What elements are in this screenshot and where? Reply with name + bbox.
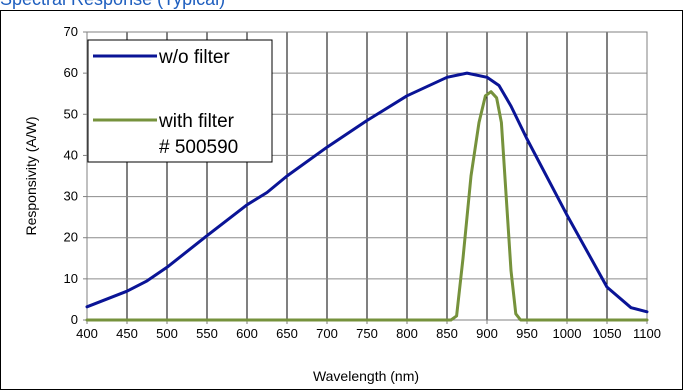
y-axis-ticks: 0 10 20 30 40 50 60 70	[64, 24, 87, 327]
x-tick-label: 550	[196, 326, 218, 341]
x-axis-ticks: 400 450 500 550 600 650 700 750 800 850 900 950 1000…	[76, 320, 661, 341]
y-tick-label: 50	[64, 106, 78, 121]
x-tick-label: 750	[356, 326, 378, 341]
series-line-with-filter	[85, 90, 649, 322]
series-line-wo-filter	[85, 71, 649, 314]
y-tick-label: 0	[71, 312, 78, 327]
x-tick-label: 900	[476, 326, 498, 341]
x-tick-label: 850	[436, 326, 458, 341]
y-tick-label: 40	[64, 147, 78, 162]
x-tick-label: 1000	[553, 326, 582, 341]
y-tick-label: 60	[64, 65, 78, 80]
x-tick-label: 450	[116, 326, 138, 341]
x-tick-label: 600	[236, 326, 258, 341]
x-tick-label: 500	[156, 326, 178, 341]
y-tick-label: 20	[64, 230, 78, 245]
x-tick-label: 800	[396, 326, 418, 341]
x-axis-label: Wavelength (nm)	[313, 368, 419, 384]
y-tick-label: 30	[64, 189, 78, 204]
x-tick-label: 400	[76, 326, 98, 341]
legend-label-filter-number: # 500590	[159, 137, 238, 158]
legend-label-with-filter: with filter	[158, 111, 235, 132]
x-tick-label: 1050	[593, 326, 622, 341]
y-tick-label: 10	[64, 271, 78, 286]
legend: w/o filter with filter # 500590	[87, 39, 273, 163]
page-heading: Spectral Response (Typical)	[0, 0, 685, 11]
x-tick-label: 950	[516, 326, 538, 341]
legend-box	[87, 39, 273, 163]
legend-label-wo-filter: w/o filter	[158, 47, 230, 68]
x-tick-label: 700	[316, 326, 338, 341]
series	[85, 71, 649, 322]
y-axis-label: Responsivity (A/W)	[23, 116, 39, 235]
y-tick-label: 70	[64, 24, 78, 39]
x-tick-label: 650	[276, 326, 298, 341]
x-tick-label: 1100	[633, 326, 661, 341]
